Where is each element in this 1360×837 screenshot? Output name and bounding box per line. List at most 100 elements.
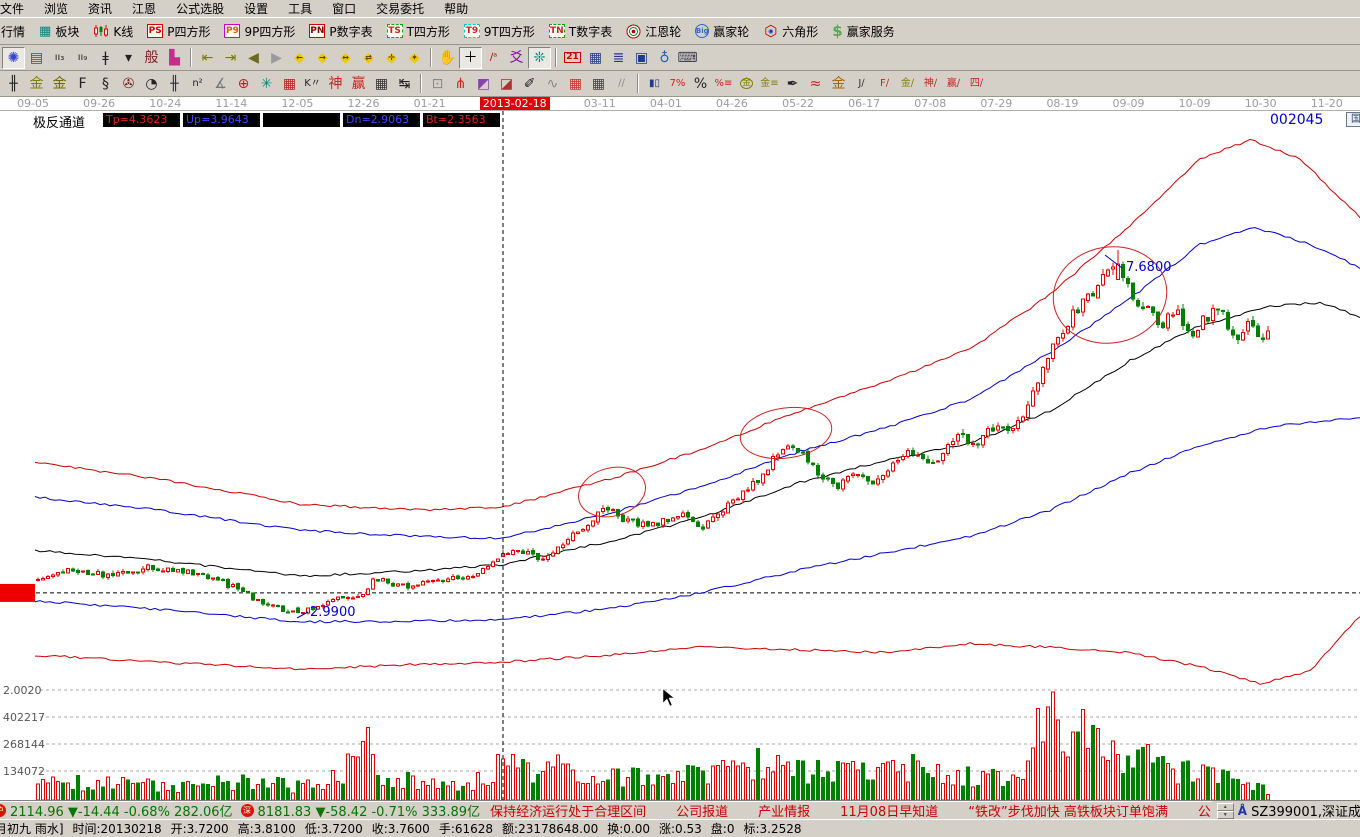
color-histogram-icon[interactable]: ▙ xyxy=(163,47,186,69)
spin-down-button[interactable]: ▼ xyxy=(1216,810,1234,819)
brush-icon[interactable]: ✒ xyxy=(781,73,804,95)
k-measure-icon[interactable]: K〃 xyxy=(301,73,324,95)
menu-item-设置[interactable]: 设置 xyxy=(244,2,269,16)
ticker-spinner[interactable]: ▲ ▼ xyxy=(1216,802,1234,819)
news-link[interactable]: “铁改”步伐加快 高铁板块订单饱满 xyxy=(968,804,1168,820)
gold-ruler2-icon[interactable]: 金 xyxy=(48,73,71,95)
feature-p-table[interactable]: PN P数字表 xyxy=(302,21,379,42)
j-angle-icon[interactable]: J∕ xyxy=(850,73,873,95)
prev-page-icon[interactable]: ◀ xyxy=(242,47,265,69)
next-page-icon[interactable]: ▶ xyxy=(265,47,288,69)
news-link[interactable]: 11月08日早知道 xyxy=(840,804,939,820)
menu-item-帮助[interactable]: 帮助 xyxy=(444,2,469,16)
spin-up-button[interactable]: ▲ xyxy=(1216,802,1234,811)
percent-icon[interactable]: % xyxy=(689,73,712,95)
four-angle-icon[interactable]: 四∕ xyxy=(965,73,988,95)
mirror-angle-icon[interactable]: ∡ xyxy=(209,73,232,95)
diamond-right-icon[interactable]: ◆ → xyxy=(311,47,334,69)
calendar-icon[interactable]: 21 xyxy=(561,47,584,69)
menu-item-浏览[interactable]: 浏览 xyxy=(44,2,69,16)
feature-t-square[interactable]: TS T四方形 xyxy=(380,21,457,42)
menu-item-窗口[interactable]: 窗口 xyxy=(332,2,357,16)
circle-ruler-icon[interactable]: ◔ xyxy=(140,73,163,95)
crosshair-tool-icon[interactable]: ＋ xyxy=(459,46,482,69)
shen-ruler-icon[interactable]: 神 xyxy=(324,73,347,95)
star-target-icon[interactable]: ✳ xyxy=(255,73,278,95)
feature-blocks[interactable]: ▦ 板块 xyxy=(32,21,86,42)
first-page-icon[interactable]: ⇤ xyxy=(196,47,219,69)
wave-icon[interactable]: ≈ xyxy=(804,73,827,95)
fan-box2-icon[interactable]: ◪ xyxy=(495,73,518,95)
f-ruler-icon[interactable]: F xyxy=(71,73,94,95)
scale-bars-icon[interactable]: ▮▯ xyxy=(643,73,666,95)
menu-item-交易委托[interactable]: 交易委托 xyxy=(376,2,425,16)
n2-icon[interactable]: n² xyxy=(186,73,209,95)
news-link[interactable]: 公司报道 xyxy=(676,804,729,820)
chart-3-icon[interactable]: ıı₃ xyxy=(48,47,71,69)
feature-quotes[interactable]: 行情 xyxy=(0,21,32,42)
menu-item-公式选股[interactable]: 公式选股 xyxy=(176,2,225,16)
notebook-icon[interactable]: ≣ xyxy=(607,47,630,69)
menu-item-资讯[interactable]: 资讯 xyxy=(88,2,113,16)
last-page-icon[interactable]: ⇥ xyxy=(219,47,242,69)
gold-red-icon[interactable]: 金 xyxy=(827,73,850,95)
gann-split-icon[interactable]: 爻 xyxy=(505,47,528,69)
trendline-tool-icon[interactable]: ∕ᵃ xyxy=(482,47,505,69)
diamond-expand-icon[interactable]: ◆ ↔ xyxy=(334,47,357,69)
chart-9-icon[interactable]: ıı₉ xyxy=(71,47,94,69)
news-link[interactable]: 保持经济运行处于合理区间 xyxy=(490,804,647,820)
grid-target-icon[interactable]: ▦ xyxy=(278,73,301,95)
news-link[interactable]: 产业情报 xyxy=(758,804,811,820)
save-icon[interactable]: ▣ xyxy=(630,47,653,69)
feature-hexagon[interactable]: ⬡ ◉ 六角形 xyxy=(756,21,825,42)
gold-lines-icon[interactable]: 金≡ xyxy=(758,73,781,95)
telescope-icon[interactable]: ✇ xyxy=(117,73,140,95)
menu-item-文件[interactable]: 文件 xyxy=(0,2,25,16)
diamond-center-icon[interactable]: ◆ ✛ xyxy=(380,47,403,69)
candlestick-chart[interactable]: 2.0020 402217 268144 134072 7.6800 2.9900 xyxy=(0,111,1360,800)
feature-t-table[interactable]: TN T数字表 xyxy=(542,21,619,42)
width-measure-icon[interactable]: ↹ xyxy=(393,73,416,95)
dropdown-arrow-icon[interactable]: ▾ xyxy=(117,47,140,69)
feature-winner-wheel[interactable]: Big 赢家轮 xyxy=(688,21,756,42)
diamond-compress-icon[interactable]: ◆ ⇄ xyxy=(357,47,380,69)
report-icon[interactable]: ▤ xyxy=(25,47,48,69)
feature-kline[interactable]: K线 xyxy=(86,21,140,42)
f-angle-icon[interactable]: F∕ xyxy=(873,73,896,95)
black-grid-icon[interactable]: ▦ xyxy=(587,73,610,95)
fan-lines-icon[interactable]: ⋔ xyxy=(449,73,472,95)
red-grid-icon[interactable]: ▦ xyxy=(564,73,587,95)
pencil-angle-icon[interactable]: ✐ xyxy=(518,73,541,95)
stock-transfer-icon[interactable]: 般 xyxy=(140,47,163,69)
win-ruler-icon[interactable]: 赢 xyxy=(347,73,370,95)
ruler-icon[interactable]: ╫ xyxy=(2,73,25,95)
computer-icon[interactable]: ⌨ xyxy=(676,47,699,69)
grid-ruler-icon[interactable]: ▦ xyxy=(370,73,393,95)
compass-target-icon[interactable]: ⊕ xyxy=(232,73,255,95)
menu-item-江恩[interactable]: 江恩 xyxy=(132,2,157,16)
calculator-icon[interactable]: ▦ xyxy=(584,47,607,69)
menu-item-工具[interactable]: 工具 xyxy=(288,2,313,16)
feature-p-square[interactable]: PS P四方形 xyxy=(140,21,217,42)
feature-9p-square[interactable]: P9 9P四方形 xyxy=(217,21,302,42)
feature-winner-service[interactable]: $ 赢家服务 xyxy=(825,20,901,42)
gold-circle-icon[interactable]: 金 xyxy=(735,73,758,95)
win-angle-icon[interactable]: 赢∕ xyxy=(942,73,965,95)
spiral-icon[interactable]: § xyxy=(94,73,117,95)
shen-angle-icon[interactable]: 神∕ xyxy=(919,73,942,95)
chart-area[interactable]: 2.0020 402217 268144 134072 7.6800 2.9900 极反通… xyxy=(0,111,1360,800)
gold-ruler-icon[interactable]: 金 xyxy=(25,73,48,95)
percent7-icon[interactable]: 7% xyxy=(666,73,689,95)
percent-lines-icon[interactable]: %≡ xyxy=(712,73,735,95)
candle-type-icon[interactable]: ǂ xyxy=(94,47,117,69)
fan-box-icon[interactable]: ◩ xyxy=(472,73,495,95)
hand-tool-icon[interactable]: ✋ xyxy=(436,47,459,69)
feature-gann-wheel[interactable]: 江恩轮 xyxy=(619,21,688,42)
slant-lines-icon[interactable]: ∕∕ xyxy=(610,73,633,95)
network-icon[interactable]: ♁ xyxy=(653,47,676,69)
ruler2-icon[interactable]: ╫ xyxy=(163,73,186,95)
zigzag-icon[interactable]: ∿ xyxy=(541,73,564,95)
panorama-icon[interactable]: ✺ xyxy=(2,46,25,69)
gold-angle-icon[interactable]: 金∕ xyxy=(896,73,919,95)
feature-9t-square[interactable]: T9 9T四方形 xyxy=(457,21,542,42)
